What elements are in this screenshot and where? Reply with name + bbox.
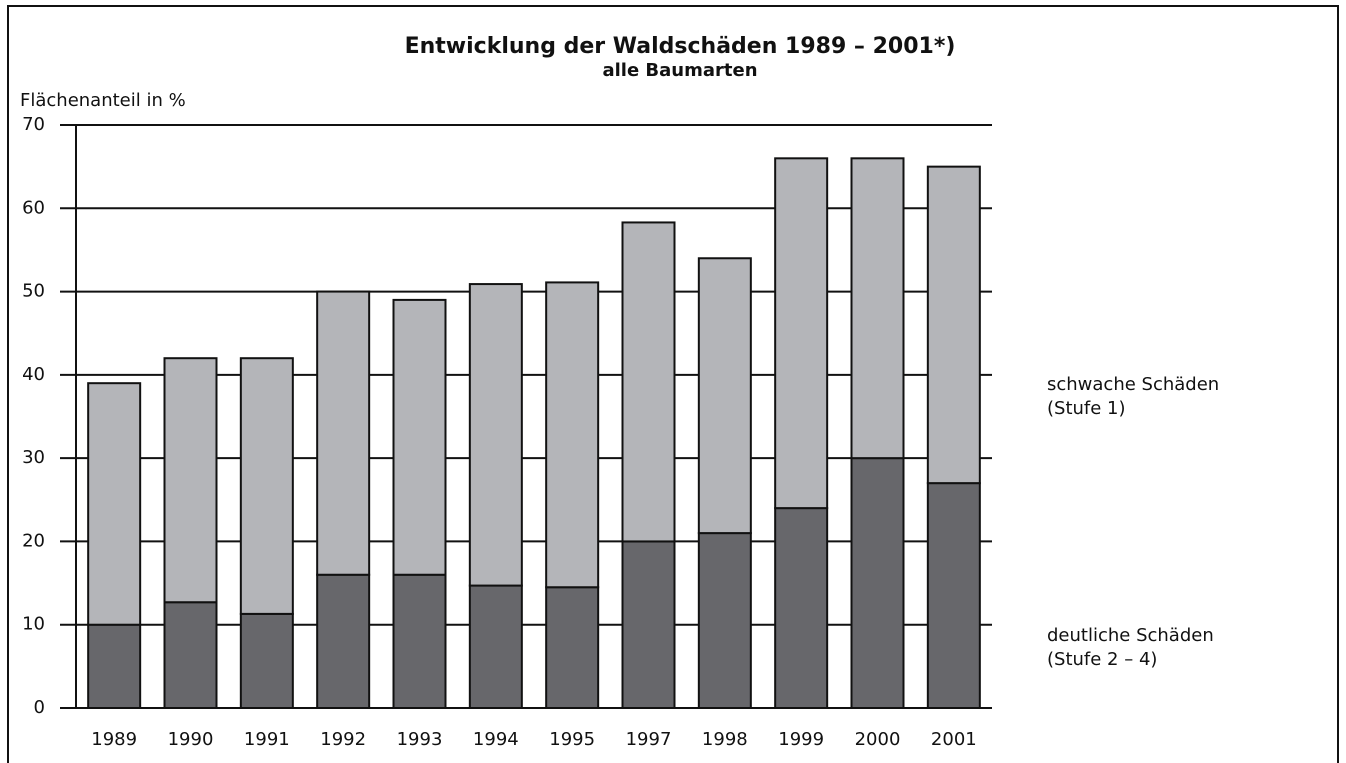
x-tick-label: 2001 (931, 729, 977, 750)
legend-sublabel: (Stufe 2 – 4) (1047, 649, 1157, 670)
bar-segment (926, 482, 981, 709)
x-tick-label: 1997 (626, 729, 672, 750)
y-tick-label: 50 (22, 281, 45, 302)
x-tick-label: 1998 (702, 729, 748, 750)
bar-segment (850, 157, 905, 460)
bar-segment (163, 601, 218, 710)
bar-segment (87, 382, 142, 626)
y-tick-label: 0 (34, 697, 45, 718)
bar-segment (774, 507, 829, 709)
chart-title: Entwicklung der Waldschäden 1989 – 2001*… (405, 34, 956, 59)
frame (7, 5, 1339, 763)
y-tick-label: 30 (22, 447, 45, 468)
bar-segment (850, 457, 905, 709)
x-tick-label: 1993 (397, 729, 443, 750)
bar-segment (87, 623, 142, 710)
x-tick-label: 2000 (855, 729, 901, 750)
x-tick-label: 1991 (244, 729, 290, 750)
bar-segment (316, 290, 371, 576)
legend-label: deutliche Schäden (1047, 625, 1214, 646)
y-tick-label: 10 (22, 614, 45, 635)
x-tick-label: 1995 (549, 729, 595, 750)
y-tick-label: 60 (22, 197, 45, 218)
bar-segment (239, 612, 294, 709)
bar-segment (316, 573, 371, 709)
bar-segment (774, 157, 829, 510)
bar-segment (621, 540, 676, 710)
bar-segment (468, 283, 523, 587)
bar-segment (621, 221, 676, 543)
bar-segment (392, 573, 447, 709)
bar-segment (392, 298, 447, 576)
bar-segment (545, 586, 600, 709)
bar-segment (468, 584, 523, 710)
bar-segment (697, 257, 752, 535)
bar-segment (163, 357, 218, 604)
bar-segment (697, 532, 752, 709)
bar-segment (545, 281, 600, 589)
y-tick-label: 70 (22, 114, 45, 135)
bar-segment (926, 165, 981, 485)
x-tick-label: 1994 (473, 729, 519, 750)
y-axis-label: Flächenanteil in % (20, 90, 186, 111)
chart-subtitle: alle Baumarten (602, 60, 757, 81)
bar-segment (239, 357, 294, 615)
x-tick-label: 1999 (778, 729, 824, 750)
x-tick-label: 1992 (320, 729, 366, 750)
x-tick-label: 1990 (168, 729, 214, 750)
y-tick-label: 40 (22, 364, 45, 385)
y-tick-label: 20 (22, 530, 45, 551)
legend-sublabel: (Stufe 1) (1047, 398, 1126, 419)
legend-label: schwache Schäden (1047, 374, 1219, 395)
x-tick-label: 1989 (91, 729, 137, 750)
